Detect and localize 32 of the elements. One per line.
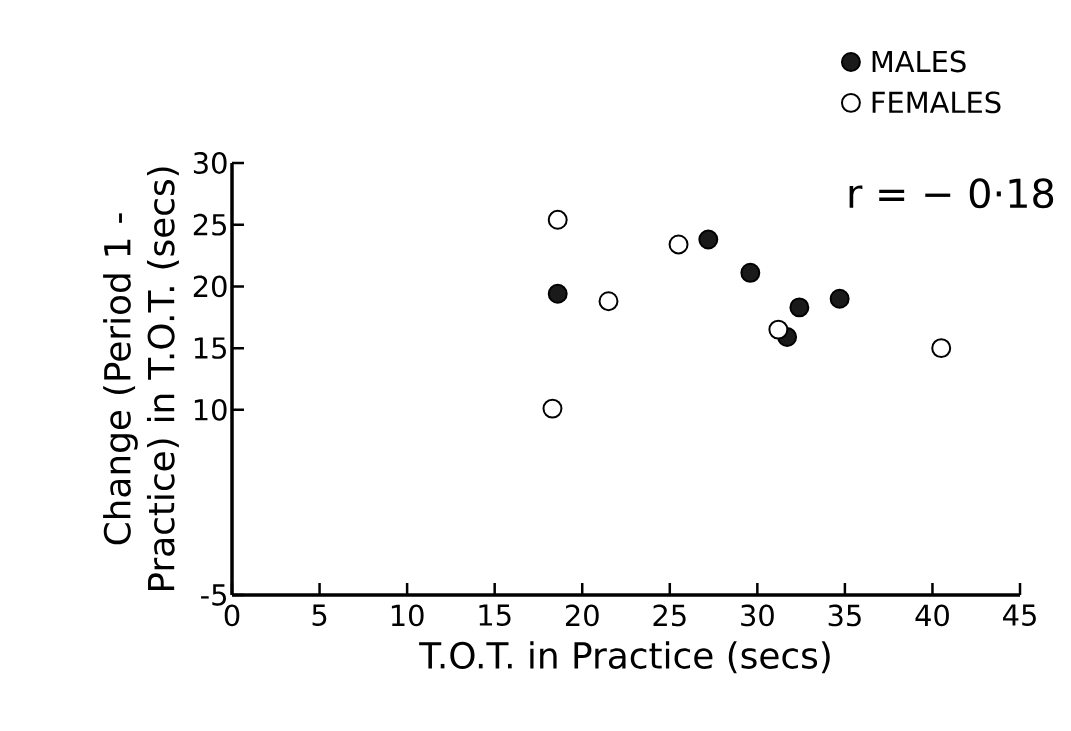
- y-tick-label: 30: [193, 152, 227, 174]
- point: [668, 234, 689, 255]
- point: [768, 319, 789, 340]
- x-tick-label: 30: [741, 604, 774, 627]
- y-tick-label: 25: [193, 213, 226, 236]
- point: [542, 398, 563, 419]
- x-tick-label: 25: [653, 604, 686, 627]
- point: [547, 209, 568, 230]
- annotation: r = − 0·18: [849, 178, 1054, 209]
- x-tick-label: 10: [391, 604, 424, 627]
- x-tick-label: 45: [1003, 604, 1036, 626]
- x-tick-label: 5: [312, 604, 327, 626]
- x-tick-label: 0: [224, 604, 240, 627]
- y-tick-label: 20: [193, 275, 227, 298]
- legend-label: FEMALES: [872, 91, 1001, 114]
- x-axis-title: T.O.T. in Practice (secs): [419, 641, 830, 674]
- point: [740, 262, 761, 283]
- y-tick-label: 15: [194, 337, 226, 359]
- point: [789, 297, 810, 318]
- point: [547, 283, 568, 304]
- legend-label: MALES: [872, 50, 966, 73]
- point: [829, 288, 850, 309]
- point: [698, 229, 719, 250]
- y-tick-label: 10: [194, 398, 227, 421]
- y-axis-title: Change (Period 1 - Practice) in T.O.T. (secs): [103, 167, 179, 591]
- point: [931, 338, 952, 359]
- x-tick-label: 35: [828, 604, 861, 627]
- point: [598, 291, 619, 312]
- y-tick-label: -5: [201, 584, 226, 606]
- x-tick-label: 40: [915, 604, 949, 627]
- x-tick-label: 15: [479, 604, 511, 626]
- x-tick-label: 20: [565, 604, 599, 627]
